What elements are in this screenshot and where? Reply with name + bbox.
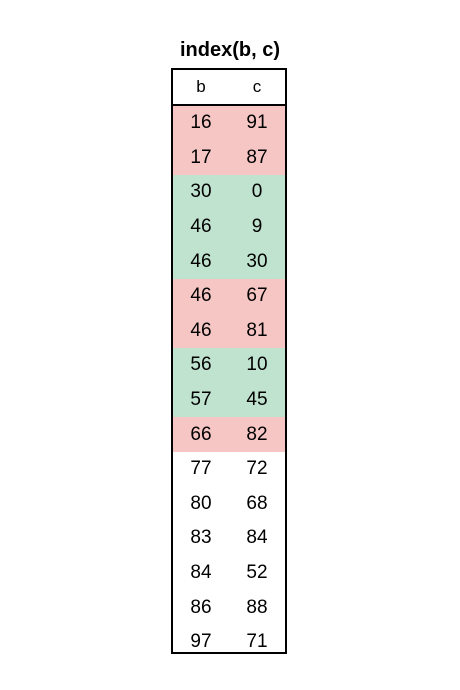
- index-row: 56 10: [173, 348, 285, 383]
- cell-b: 57: [190, 389, 212, 411]
- index-title: index(b, c): [179, 39, 280, 61]
- cell-c: 81: [246, 319, 268, 341]
- index-table: b c 16 91 17 87 30 0 46 9 46 30 46 67 46 81 56 10 57 45 66…: [171, 68, 287, 654]
- cell-b: 80: [190, 492, 212, 514]
- cell-b: 77: [190, 458, 212, 480]
- index-row: 57 45: [173, 382, 285, 418]
- index-row: 83 84: [173, 521, 285, 556]
- cell-c: 67: [246, 285, 268, 307]
- cell-c: 9: [251, 216, 263, 238]
- index-row: 77 72: [173, 452, 285, 487]
- cell-b: 56: [190, 354, 212, 376]
- index-row: 84 52: [173, 556, 285, 591]
- index-row: 16 91: [173, 106, 285, 141]
- cell-b: 46: [190, 285, 212, 307]
- cell-c: 71: [246, 631, 268, 653]
- index-row: 30 0: [173, 175, 285, 210]
- cell-c: 84: [246, 527, 268, 549]
- column-header-c: c: [252, 77, 262, 96]
- index-row: 80 68: [173, 487, 285, 522]
- cell-b: 97: [190, 631, 212, 653]
- index-row: 17 87: [173, 140, 285, 176]
- cell-c: 87: [246, 146, 268, 168]
- cell-b: 86: [190, 596, 212, 618]
- cell-b: 83: [190, 527, 212, 549]
- cell-c: 45: [246, 389, 268, 411]
- cell-c: 82: [246, 423, 268, 445]
- index-row: 66 82: [173, 417, 285, 452]
- cell-c: 72: [246, 458, 268, 480]
- cell-c: 10: [246, 354, 268, 376]
- cell-c: 68: [246, 492, 268, 514]
- cell-b: 46: [190, 250, 212, 272]
- cell-c: 0: [251, 181, 263, 203]
- column-header-b: b: [196, 77, 206, 96]
- index-rows: 16 91 17 87 30 0 46 9 46 30 46 67 46 81 56 10 57 45 66 82 77…: [173, 106, 285, 660]
- index-row: 46 81: [173, 313, 285, 349]
- cell-b: 66: [190, 423, 212, 445]
- index-row: 46 9: [173, 209, 285, 245]
- cell-b: 17: [190, 146, 212, 168]
- index-row: 46 67: [173, 278, 285, 314]
- cell-b: 30: [190, 181, 212, 203]
- index-row: 97 71: [173, 625, 285, 660]
- index-row: 86 88: [173, 590, 285, 625]
- cell-c: 88: [246, 596, 268, 618]
- cell-c: 30: [246, 250, 268, 272]
- cell-b: 16: [190, 112, 212, 134]
- cell-b: 46: [190, 319, 212, 341]
- cell-b: 84: [190, 562, 212, 584]
- cell-c: 52: [246, 562, 268, 584]
- cell-c: 91: [246, 112, 268, 134]
- cell-b: 46: [190, 216, 212, 238]
- index-header-row: b c: [173, 70, 285, 106]
- index-row: 46 30: [173, 244, 285, 279]
